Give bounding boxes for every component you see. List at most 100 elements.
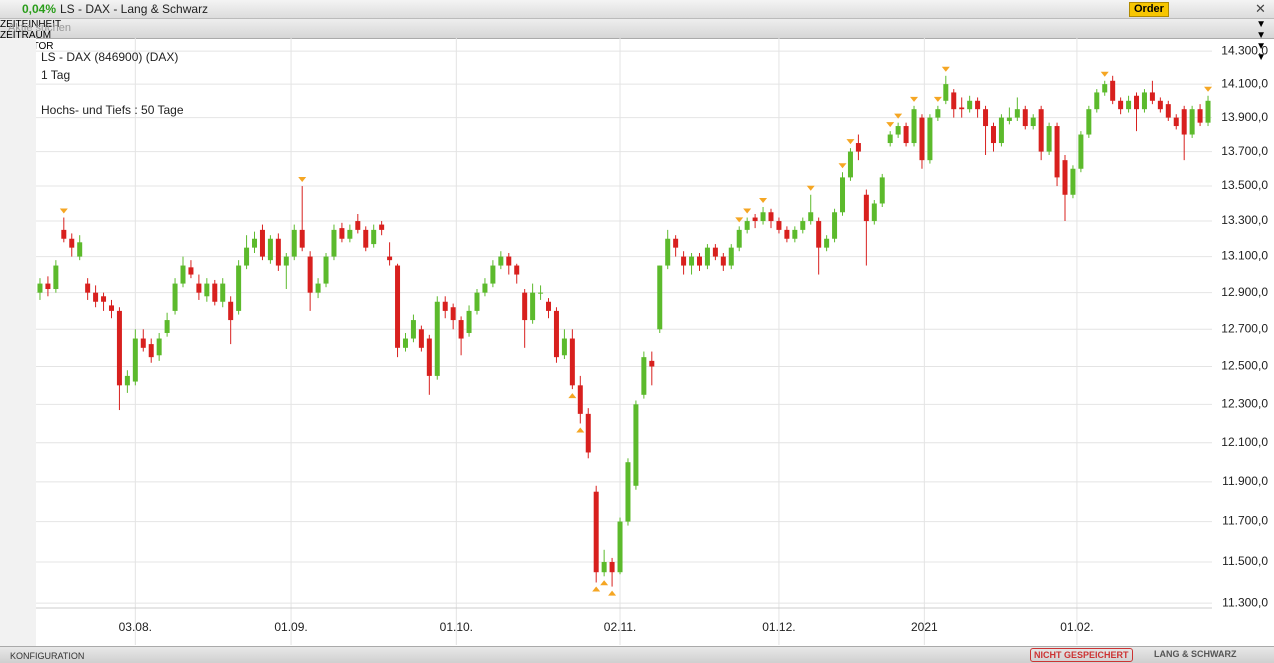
candle-body	[426, 338, 432, 376]
candle-body	[140, 338, 146, 348]
candle-body	[967, 100, 973, 110]
y-tick-label: 11.300,0	[1222, 595, 1268, 609]
candle-body	[363, 229, 369, 248]
annotation: Hochs- und Tiefs : 50 Tage	[41, 103, 184, 117]
candle-body	[490, 265, 496, 284]
candle-body	[871, 203, 877, 222]
candle-body	[776, 221, 782, 230]
candle-body	[792, 229, 798, 239]
status-bar: KONFIGURATION NICHT GESPEICHERT LANG & S…	[0, 646, 1274, 663]
candle-body	[1030, 117, 1036, 127]
candle-body	[577, 385, 583, 414]
menu-label: ZEITRAUM	[0, 30, 52, 41]
candle-body	[569, 338, 575, 386]
y-tick-label: 12.900,0	[1221, 285, 1268, 299]
candle-body	[1165, 104, 1171, 118]
candle-body	[887, 134, 893, 144]
candle-body	[1110, 80, 1116, 101]
candle-body	[1006, 117, 1012, 121]
candle-body	[927, 117, 933, 161]
y-tick-label: 12.300,0	[1221, 396, 1268, 410]
high-marker	[59, 208, 68, 214]
candle-body	[935, 109, 941, 118]
candle-body	[744, 221, 750, 230]
candle-body	[442, 301, 448, 311]
candle-body	[1126, 100, 1132, 110]
brand: LANG & SCHWARZ	[1154, 649, 1237, 659]
candle-body	[61, 229, 67, 239]
high-marker	[933, 96, 942, 102]
candle-body	[1205, 100, 1211, 123]
candle-body	[816, 221, 822, 248]
candle-body	[1046, 126, 1052, 152]
candle-body	[45, 283, 51, 290]
candle-body	[450, 307, 456, 321]
candle-body	[275, 238, 281, 266]
candle-body	[506, 256, 512, 266]
high-marker	[1100, 71, 1109, 77]
candle-body	[402, 338, 408, 348]
candle-body	[760, 212, 766, 222]
candle-body	[625, 462, 631, 522]
order-button[interactable]: Order	[1129, 2, 1169, 17]
candle-body	[1173, 117, 1179, 127]
candle-body	[291, 229, 297, 257]
y-tick-label: 11.900,0	[1222, 474, 1268, 488]
candle-body	[283, 256, 289, 266]
candle-body	[824, 238, 830, 248]
candle-body	[331, 229, 337, 257]
candle-body	[101, 296, 107, 302]
candle-body	[689, 256, 695, 266]
menu-arrow: ▼	[1256, 41, 1266, 52]
candle-body	[1094, 92, 1100, 110]
candle-body	[736, 229, 742, 248]
candle-body	[1038, 109, 1044, 152]
candle-body	[657, 265, 663, 330]
low-marker	[608, 590, 617, 596]
candle-body	[1141, 92, 1147, 110]
candle-body	[323, 256, 329, 284]
candle-body	[1022, 109, 1028, 127]
high-marker	[838, 163, 847, 169]
y-tick-label: 13.900,0	[1221, 110, 1268, 124]
menu-bar: Aktie suchen ZEITEINHEIT▼ZEITRAUM▼INDIKA…	[0, 19, 1274, 63]
candle-body	[315, 283, 321, 293]
candle-body	[410, 320, 416, 339]
candle-body	[998, 117, 1004, 144]
close-button[interactable]: ✕	[1255, 1, 1266, 16]
candle-body	[498, 256, 504, 266]
high-marker	[759, 197, 768, 203]
high-marker	[1204, 86, 1213, 92]
candle-body	[990, 126, 996, 144]
window-title: LS - DAX - Lang & Schwarz	[60, 2, 209, 16]
high-marker	[735, 217, 744, 223]
candle-body	[164, 320, 170, 333]
candle-body	[720, 256, 726, 266]
menu-arrow: ▼	[1256, 30, 1266, 41]
candle-body	[1102, 84, 1108, 93]
low-marker	[568, 393, 577, 399]
menu[interactable]: ZEITRAUM ▼	[0, 30, 1266, 41]
candle-body	[903, 126, 909, 144]
y-tick-label: 11.500,0	[1222, 554, 1268, 568]
menu[interactable]: ZEITEINHEIT ▼	[0, 19, 1266, 30]
candle-body	[458, 320, 464, 339]
candle-body	[347, 229, 353, 239]
high-marker	[886, 122, 895, 128]
candle-body	[712, 247, 718, 257]
candle-body	[188, 267, 194, 275]
candle-body	[212, 283, 218, 302]
candle-body	[832, 212, 838, 239]
candle-body	[204, 283, 210, 297]
low-marker	[576, 427, 585, 433]
candle-body	[156, 338, 162, 356]
candle-body	[108, 305, 114, 311]
config[interactable]: KONFIGURATION	[10, 651, 85, 661]
candle-body	[93, 292, 99, 302]
search[interactable]: Aktie suchen	[8, 22, 71, 34]
candle-body	[1078, 134, 1084, 169]
y-tick-label: 11.700,0	[1222, 514, 1268, 528]
candle-body	[1054, 126, 1060, 178]
candle-body	[124, 375, 130, 386]
